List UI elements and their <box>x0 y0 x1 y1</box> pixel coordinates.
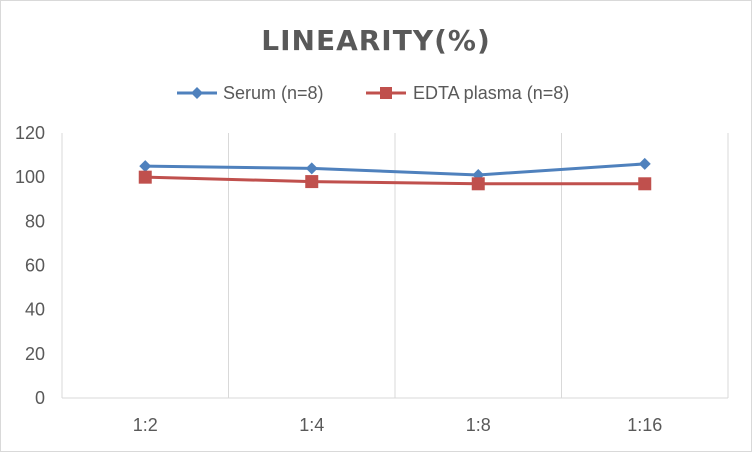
series-line-1 <box>145 175 645 186</box>
y-tick-label: 40 <box>25 300 45 320</box>
legend-item-edta-plasma: EDTA plasma (n=8) <box>366 83 569 103</box>
y-tick-label: 60 <box>25 256 45 276</box>
x-tick-label: 1:8 <box>466 415 491 435</box>
y-tick-label: 80 <box>25 211 45 231</box>
data-point-square <box>305 175 319 189</box>
series-line-0 <box>145 162 645 177</box>
chart-title: LINEARITY(%) <box>261 24 491 57</box>
legend-edta-square-icon <box>380 87 392 99</box>
data-point-square <box>638 177 652 191</box>
y-tick-label: 100 <box>15 167 45 187</box>
x-tick-label: 1:4 <box>299 415 324 435</box>
data-point-diamond <box>139 160 152 173</box>
data-point-square <box>138 170 152 184</box>
y-tick-label: 20 <box>25 344 45 364</box>
y-tick-label: 120 <box>15 123 45 143</box>
data-series <box>138 157 652 191</box>
legend-serum-diamond-icon <box>191 87 203 99</box>
x-tick-label: 1:16 <box>627 415 662 435</box>
vertical-gridlines <box>61 133 729 398</box>
legend-serum-label: Serum (n=8) <box>223 83 324 103</box>
chart-legend: Serum (n=8) EDTA plasma (n=8) <box>177 83 569 103</box>
data-point-diamond <box>638 157 651 170</box>
legend-edta-label: EDTA plasma (n=8) <box>413 83 569 103</box>
y-tick-label: 0 <box>35 388 45 408</box>
legend-item-serum: Serum (n=8) <box>177 83 324 103</box>
data-point-square <box>471 177 485 191</box>
tick-labels: 0 20 40 60 80 100 120 1:2 1:4 1:8 1:16 <box>15 123 662 435</box>
data-point-diamond <box>305 162 318 175</box>
x-tick-label: 1:2 <box>133 415 158 435</box>
